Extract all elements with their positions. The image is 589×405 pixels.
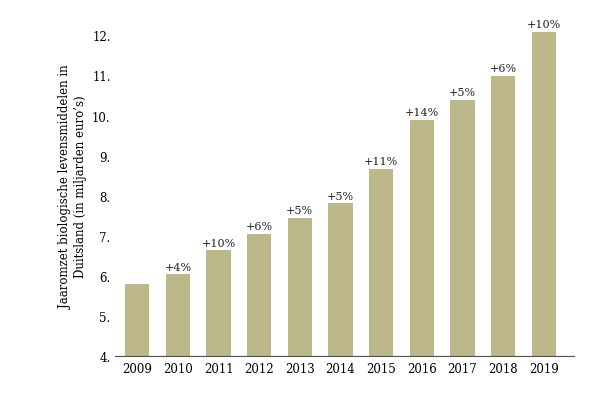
Text: +6%: +6%: [246, 222, 273, 232]
Bar: [450, 101, 475, 356]
Text: +10%: +10%: [201, 238, 236, 248]
Bar: [287, 219, 312, 356]
Bar: [369, 169, 393, 356]
Text: +5%: +5%: [327, 191, 354, 201]
Bar: [206, 251, 231, 356]
Text: +10%: +10%: [527, 20, 561, 30]
Text: +6%: +6%: [489, 64, 517, 74]
Bar: [409, 121, 434, 356]
Text: +5%: +5%: [449, 88, 476, 98]
Bar: [532, 33, 556, 356]
Text: +11%: +11%: [364, 157, 398, 167]
Text: +14%: +14%: [405, 108, 439, 118]
Bar: [166, 275, 190, 356]
Text: +5%: +5%: [286, 206, 313, 216]
Bar: [328, 204, 353, 356]
Bar: [247, 235, 272, 356]
Text: +4%: +4%: [164, 262, 191, 272]
Bar: [491, 77, 515, 356]
Y-axis label: Jaaromzet biologische levensmiddelen in
Duitsland (in miljarden euro’s): Jaaromzet biologische levensmiddelen in …: [58, 65, 87, 308]
Bar: [125, 284, 150, 356]
